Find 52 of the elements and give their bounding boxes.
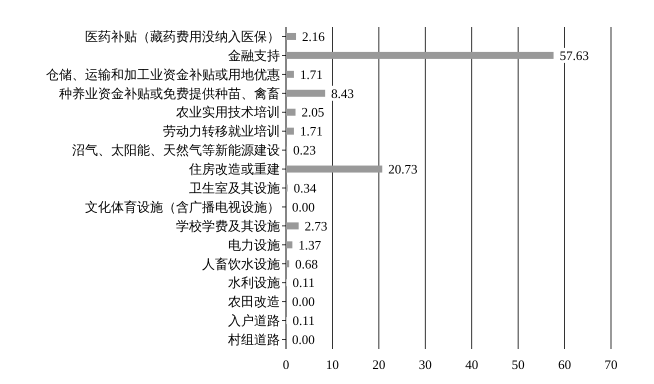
y-tick-label: 种养业资金补贴或免费提供种苗、禽畜 [59, 86, 280, 101]
data-label: 2.73 [304, 218, 328, 234]
bar [286, 90, 326, 97]
x-tick-label: 50 [512, 357, 525, 372]
data-label: 2.05 [302, 104, 324, 120]
bar [286, 70, 294, 78]
bar [286, 166, 382, 173]
y-tick-label: 学校学费及其设施 [176, 218, 280, 234]
data-label: 0.00 [292, 294, 315, 310]
data-label: 0.34 [294, 180, 317, 196]
x-tick-label: 20 [372, 357, 386, 372]
data-label: 0.68 [295, 256, 318, 272]
data-label: 8.43 [331, 86, 354, 101]
y-tick-label: 沼气、太阳能、天然气等新能源建设 [72, 142, 280, 158]
y-tick-label: 村组道路 [227, 332, 280, 348]
y-tick-label: 电力设施 [228, 237, 280, 252]
data-label: 1.37 [298, 237, 322, 252]
x-tick-label: 70 [604, 357, 618, 372]
bar [286, 222, 299, 230]
bar [286, 260, 290, 268]
y-tick-label: 入户道路 [228, 313, 280, 328]
y-tick-label: 农田改造 [228, 294, 280, 310]
x-tick-label: 60 [558, 357, 572, 372]
data-label: 0.00 [292, 199, 315, 214]
y-tick-label: 农业实用技术培训 [176, 104, 280, 120]
x-tick-label: 40 [465, 357, 478, 372]
bar [286, 241, 292, 248]
y-tick-label: 人畜饮水设施 [202, 256, 280, 272]
data-label: 1.71 [300, 66, 323, 82]
bar [286, 32, 296, 40]
data-label: 0.23 [293, 142, 316, 158]
y-tick-label: 卫生室及其设施 [189, 180, 280, 196]
data-label: 0.11 [292, 275, 315, 290]
y-tick-label: 金融支持 [228, 48, 280, 63]
data-label: 57.63 [560, 48, 589, 63]
data-label: 20.73 [388, 162, 418, 177]
x-tick-label: 0 [282, 357, 290, 372]
bar [286, 108, 296, 116]
data-label: 0.00 [292, 332, 315, 348]
y-tick-label: 医药补贴（藏药费用没纳入医保） [85, 28, 280, 44]
bar [286, 52, 554, 59]
bar [286, 128, 294, 135]
data-label: 2.16 [302, 28, 326, 44]
data-label: 1.71 [300, 124, 323, 139]
y-tick-label: 住房改造或重建 [188, 162, 280, 177]
y-tick-label: 水利设施 [228, 275, 280, 290]
y-tick-label: 劳动力转移就业培训 [163, 124, 280, 139]
x-tick-label: 30 [418, 357, 432, 372]
y-tick-label: 文化体育设施（含广播电视设施） [85, 199, 280, 214]
data-label: 0.11 [292, 313, 315, 328]
x-tick-label: 10 [326, 357, 339, 372]
y-tick-label: 仓储、运输和加工业资金补贴或用地优惠 [46, 66, 280, 82]
